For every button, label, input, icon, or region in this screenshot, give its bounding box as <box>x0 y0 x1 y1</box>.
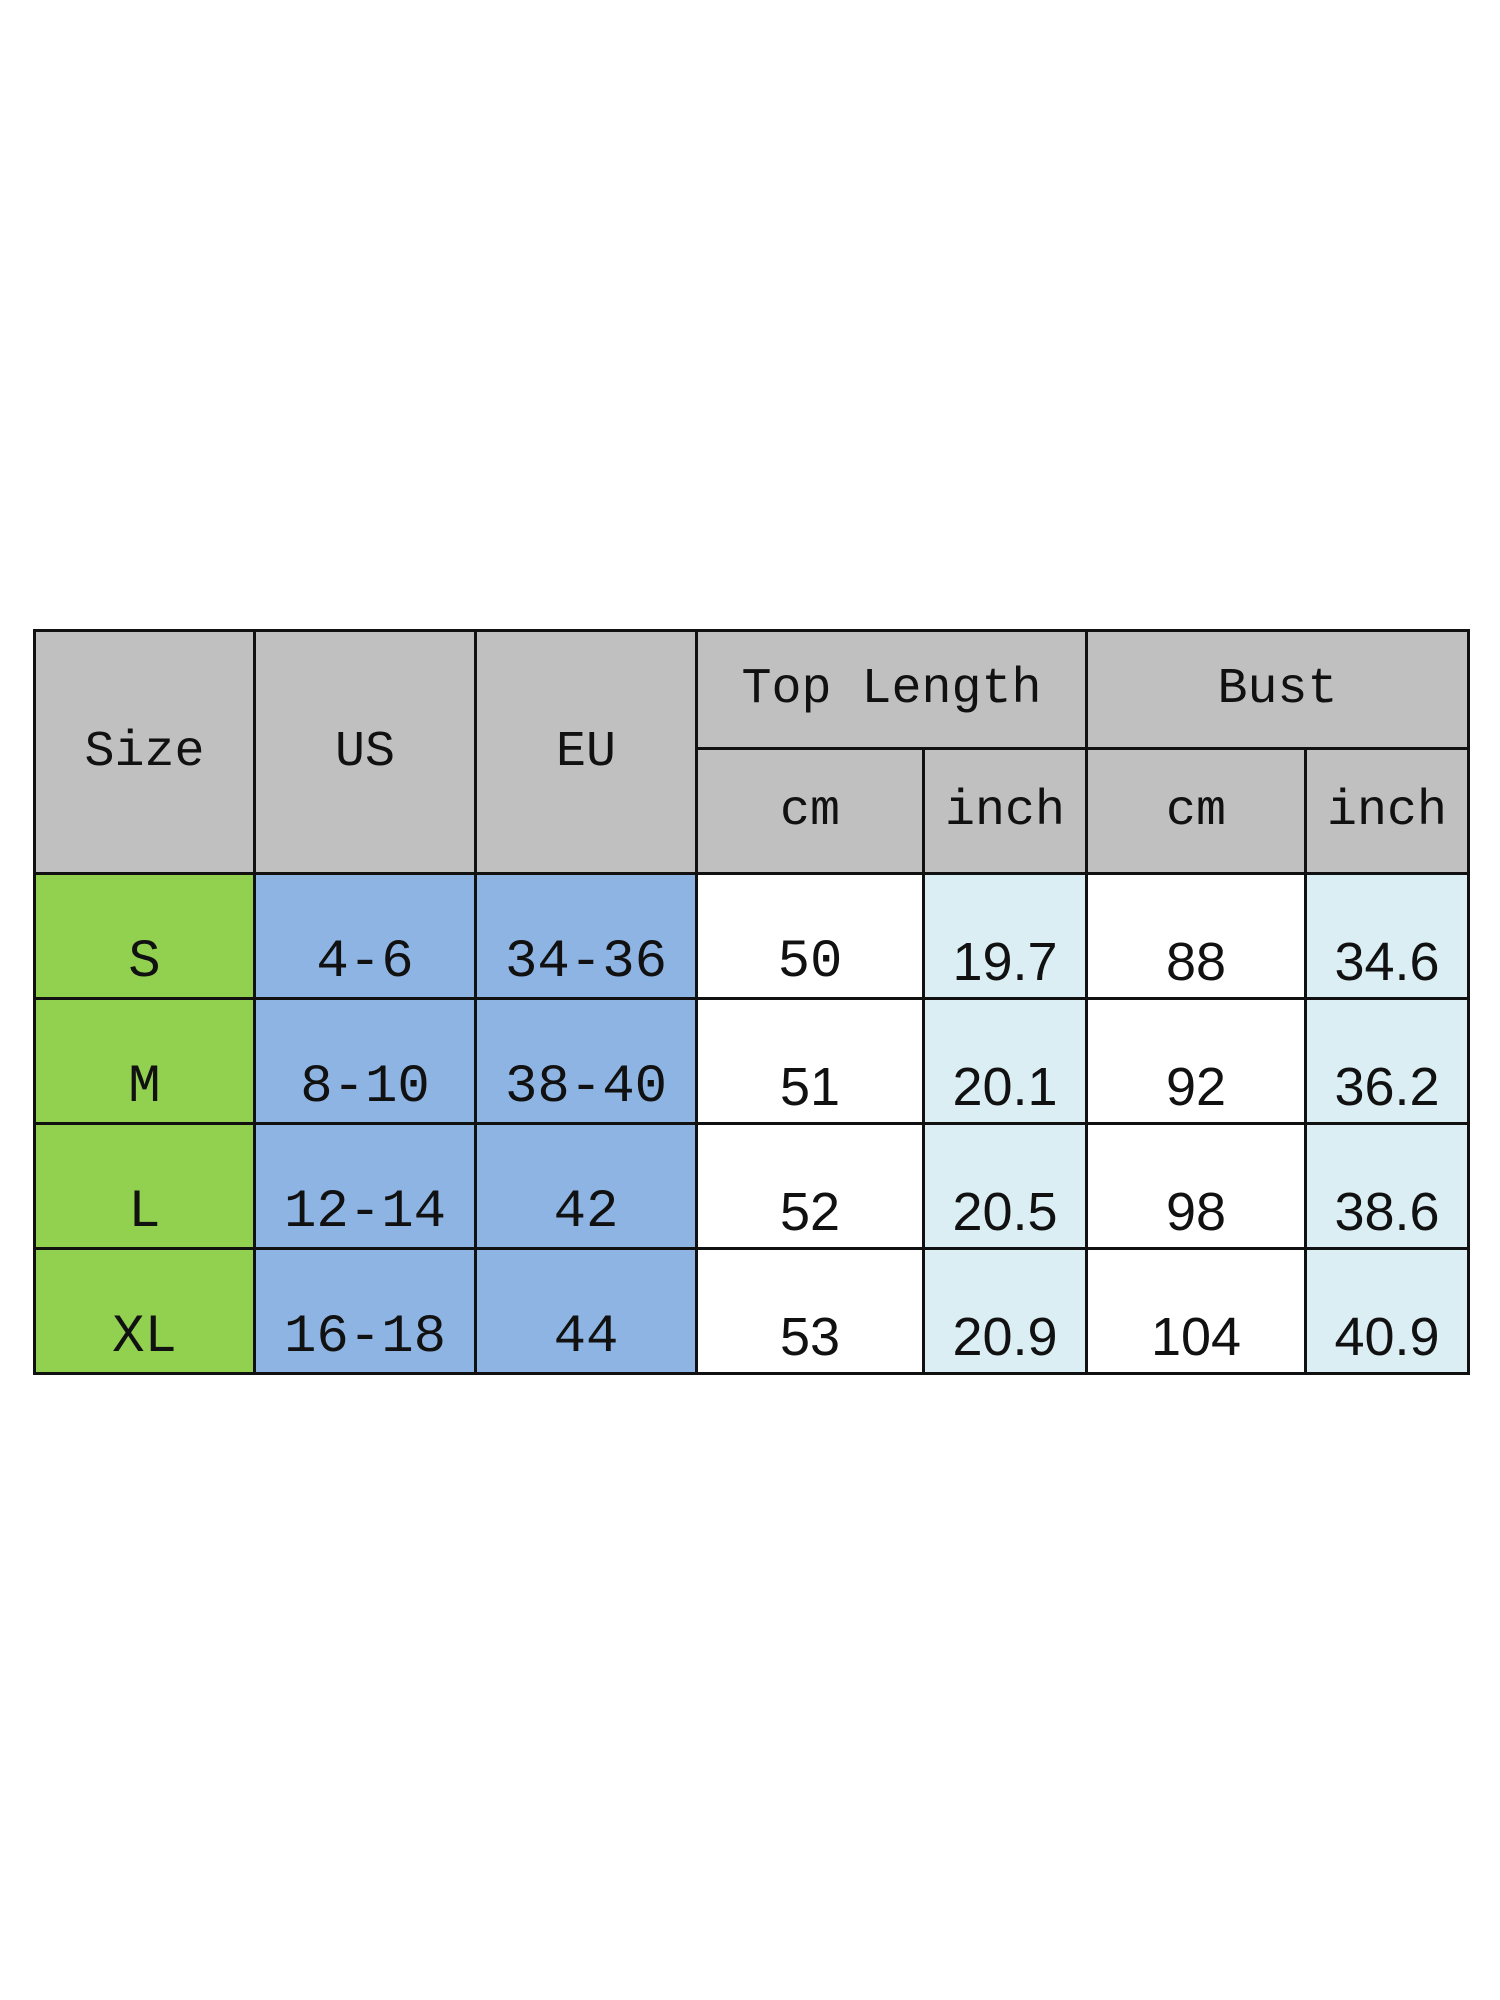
size-chart-table: Size US EU Top Length Bust cm inch cm in… <box>33 629 1470 1375</box>
header-bust-inch: inch <box>1304 747 1470 875</box>
us-cell: 12-14 <box>253 1122 477 1250</box>
us-cell: 4-6 <box>253 872 477 1000</box>
table-row: XL 16-18 44 53 20.9 104 40.9 <box>33 1247 1470 1375</box>
top-cm-cell: 50 <box>695 872 925 1000</box>
header-bust-cm: cm <box>1085 747 1307 875</box>
header-size: Size <box>33 629 256 875</box>
top-inch-cell: 20.9 <box>922 1247 1088 1375</box>
bust-inch-cell: 40.9 <box>1304 1247 1470 1375</box>
top-inch-cell: 20.5 <box>922 1122 1088 1250</box>
bust-cm-cell: 88 <box>1085 872 1307 1000</box>
bust-inch-cell: 36.2 <box>1304 997 1470 1125</box>
bust-cm-cell: 98 <box>1085 1122 1307 1250</box>
top-inch-cell: 19.7 <box>922 872 1088 1000</box>
header-top-cm: cm <box>695 747 925 875</box>
top-cm-cell: 53 <box>695 1247 925 1375</box>
table-row: S 4-6 34-36 50 19.7 88 34.6 <box>33 872 1470 1000</box>
eu-cell: 34-36 <box>474 872 698 1000</box>
eu-cell: 44 <box>474 1247 698 1375</box>
top-cm-cell: 51 <box>695 997 925 1125</box>
header-bust: Bust <box>1085 629 1470 750</box>
unit-row: cm inch cm inch <box>35 747 1470 875</box>
bust-cm-cell: 104 <box>1085 1247 1307 1375</box>
table-row: M 8-10 38-40 51 20.1 92 36.2 <box>33 997 1470 1125</box>
eu-cell: 42 <box>474 1122 698 1250</box>
header-us: US <box>253 629 477 875</box>
size-cell: S <box>33 872 256 1000</box>
size-cell: L <box>33 1122 256 1250</box>
table-row: L 12-14 42 52 20.5 98 38.6 <box>33 1122 1470 1250</box>
us-cell: 8-10 <box>253 997 477 1125</box>
header-eu: EU <box>474 629 698 875</box>
header-top-inch: inch <box>922 747 1088 875</box>
eu-cell: 38-40 <box>474 997 698 1125</box>
size-cell: M <box>33 997 256 1125</box>
bust-inch-cell: 38.6 <box>1304 1122 1470 1250</box>
top-cm-cell: 52 <box>695 1122 925 1250</box>
size-cell: XL <box>33 1247 256 1375</box>
header-row: Size US EU Top Length Bust <box>33 629 1470 875</box>
header-top-length: Top Length <box>695 629 1088 750</box>
us-cell: 16-18 <box>253 1247 477 1375</box>
top-inch-cell: 20.1 <box>922 997 1088 1125</box>
bust-inch-cell: 34.6 <box>1304 872 1470 1000</box>
bust-cm-cell: 92 <box>1085 997 1307 1125</box>
